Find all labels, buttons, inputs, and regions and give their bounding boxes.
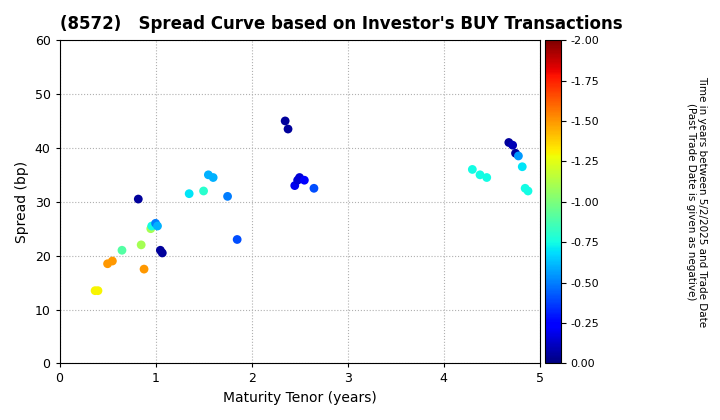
Y-axis label: Spread (bp): Spread (bp) [15, 161, 29, 243]
Point [231, 236, 243, 243]
Point [152, 223, 163, 229]
Point [207, 174, 219, 181]
Point [198, 188, 210, 194]
Text: (8572)   Spread Curve based on Investor's BUY Transactions: (8572) Spread Curve based on Investor's … [60, 15, 622, 33]
Point [294, 174, 305, 181]
Point [289, 182, 300, 189]
Point [519, 185, 531, 192]
Point [184, 190, 195, 197]
Point [138, 266, 150, 273]
Point [107, 258, 118, 265]
Point [522, 188, 534, 194]
Point [145, 226, 156, 232]
Point [150, 220, 161, 227]
Point [202, 171, 214, 178]
Point [467, 166, 478, 173]
Point [292, 177, 303, 184]
Point [146, 223, 158, 229]
Point [516, 163, 528, 170]
Point [299, 177, 310, 184]
Point [222, 193, 233, 200]
Point [116, 247, 127, 254]
Point [102, 260, 113, 267]
Point [308, 185, 320, 192]
Point [92, 287, 104, 294]
Point [155, 247, 166, 254]
X-axis label: Maturity Tenor (years): Maturity Tenor (years) [222, 391, 377, 405]
Point [135, 241, 147, 248]
Point [156, 249, 168, 256]
Point [279, 118, 291, 124]
Point [481, 174, 492, 181]
Point [282, 126, 294, 132]
Point [89, 287, 101, 294]
Point [507, 142, 518, 149]
Point [503, 139, 515, 146]
Point [474, 171, 486, 178]
Point [132, 196, 144, 202]
Point [513, 152, 524, 159]
Y-axis label: Time in years between 5/2/2025 and Trade Date
(Past Trade Date is given as negat: Time in years between 5/2/2025 and Trade… [685, 76, 707, 327]
Point [510, 150, 521, 157]
